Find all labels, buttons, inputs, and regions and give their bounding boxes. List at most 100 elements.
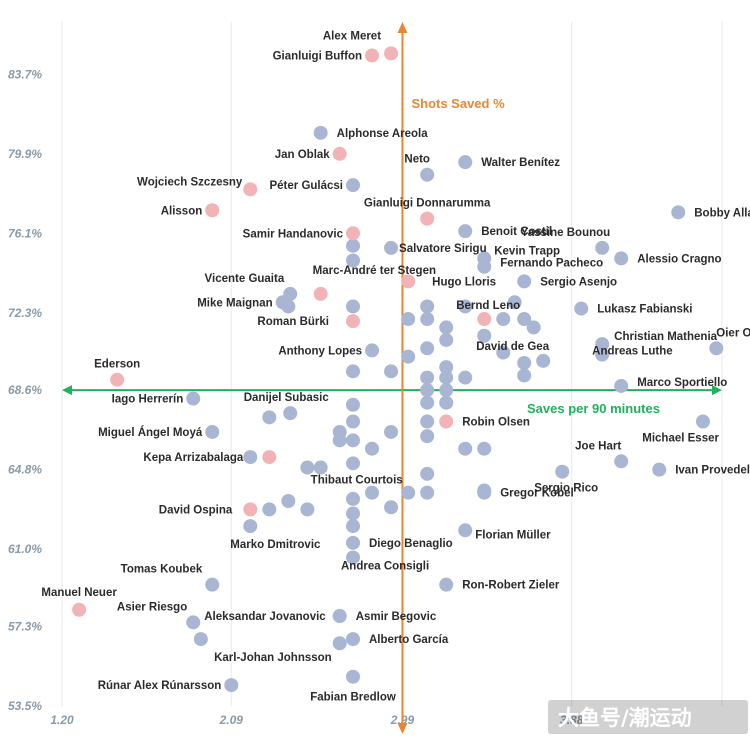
player-point-0 [384,46,399,61]
player-point-23 [477,312,492,327]
player-point-38 [614,454,629,469]
player-label-52: Asier Riesgo [117,601,187,613]
player-label-2: Alphonse Areola [337,128,429,140]
player-label-44: Gregor Kobel [500,488,573,500]
player-label-17: Fernando Pacheco [500,258,603,270]
player-label-34: Iago Herrerín [112,394,184,406]
player-point-49 [205,577,220,592]
player-point-25 [346,314,361,329]
y-axis-title: Shots Saved % [411,96,505,111]
player-label-42: Sergio Rico [534,483,598,495]
player-point-34 [186,391,201,406]
player-label-53: Aleksandar Jovanovic [204,611,326,623]
player-point-30 [595,347,610,362]
data-point-34 [439,370,454,385]
y-tick-label-4: 68.6% [8,383,42,397]
data-point-56 [300,460,315,475]
player-label-18: Vicente Guaita [205,273,285,285]
data-point-33 [439,360,454,375]
player-label-46: Florian Müller [475,529,551,541]
player-label-33: Danijel Subasic [244,392,330,404]
player-label-47: Diego Benaglio [369,538,453,550]
player-label-19: Marc-André ter Stegen [313,265,436,277]
player-label-11: Benoit Costil [481,226,552,238]
player-point-5 [420,167,435,182]
data-point-18 [401,312,416,327]
data-point-8 [346,491,361,506]
player-point-1 [365,48,380,63]
data-point-29 [420,466,435,481]
data-point-9 [346,506,361,521]
data-point-10 [346,519,361,534]
data-point-11 [384,364,399,379]
data-point-54 [300,502,315,517]
y-tick-label-2: 61.0% [8,542,42,556]
player-point-41 [313,460,328,475]
player-point-3 [332,146,347,161]
player-point-28 [477,328,492,343]
player-point-6 [243,182,258,197]
player-label-50: Ron-Robert Zieler [462,580,560,592]
data-point-51 [243,450,258,465]
player-point-44 [477,485,492,500]
player-point-20 [401,274,416,289]
player-point-47 [346,535,361,550]
data-point-49 [536,353,551,368]
player-label-16: Alessio Cragno [637,253,721,265]
data-point-19 [401,349,416,364]
player-label-29: Anthony Lopes [278,345,362,357]
data-point-17 [365,485,380,500]
player-label-4: Walter Benítez [481,157,560,169]
player-point-4 [458,155,473,170]
player-label-38: Joe Hart [575,440,621,452]
data-point-28 [420,429,435,444]
data-point-13 [384,500,399,515]
player-point-17 [477,259,492,274]
y-tick-label-0: 53.5% [8,699,42,713]
player-label-7: Péter Gulácsi [269,180,343,192]
player-point-40 [652,462,667,477]
data-point-35 [439,383,454,398]
x-axis-arrow-left [62,385,72,396]
player-label-6: Wojciech Szczesny [137,176,243,188]
data-point-0 [346,238,361,253]
player-point-14 [384,240,399,255]
data-point-22 [420,312,435,327]
player-point-11 [458,224,473,239]
data-point-48 [517,368,532,383]
player-label-12: Samir Handanovic [243,228,344,240]
player-point-32 [614,378,629,393]
player-point-57 [224,678,239,693]
data-point-36 [439,395,454,410]
player-label-13: Yassine Bounou [521,227,610,239]
player-point-2 [313,125,328,140]
player-point-35 [439,414,454,429]
data-point-15 [332,433,347,448]
player-point-58 [346,669,361,684]
player-label-25: Roman Bürki [257,316,329,328]
player-point-29 [365,343,380,358]
data-point-47 [517,355,532,370]
player-point-27 [595,337,610,352]
axes-layer: Saves per 90 minutes Shots Saved % [62,22,722,734]
y-tick-label-6: 76.1% [8,226,42,240]
player-label-43: David Ospina [159,504,233,516]
data-point-16 [365,441,380,456]
y-axis-arrow-top [397,22,408,33]
player-label-27: Christian Mathenia [614,331,717,343]
player-point-52 [186,615,201,630]
watermark-text: 大鱼号/潮运动 [558,706,692,730]
player-label-30: Andreas Luthe [592,346,673,358]
data-point-39 [458,441,473,456]
player-point-36 [695,414,710,429]
player-label-48: Andrea Consigli [341,560,429,572]
y-axis-arrow-bottom [397,723,408,734]
data-point-38 [458,370,473,385]
player-label-35: Robin Olsen [462,417,530,429]
data-point-26 [420,395,435,410]
player-point-48 [346,550,361,565]
data-point-50 [262,410,277,425]
player-label-31: Ederson [94,359,140,371]
